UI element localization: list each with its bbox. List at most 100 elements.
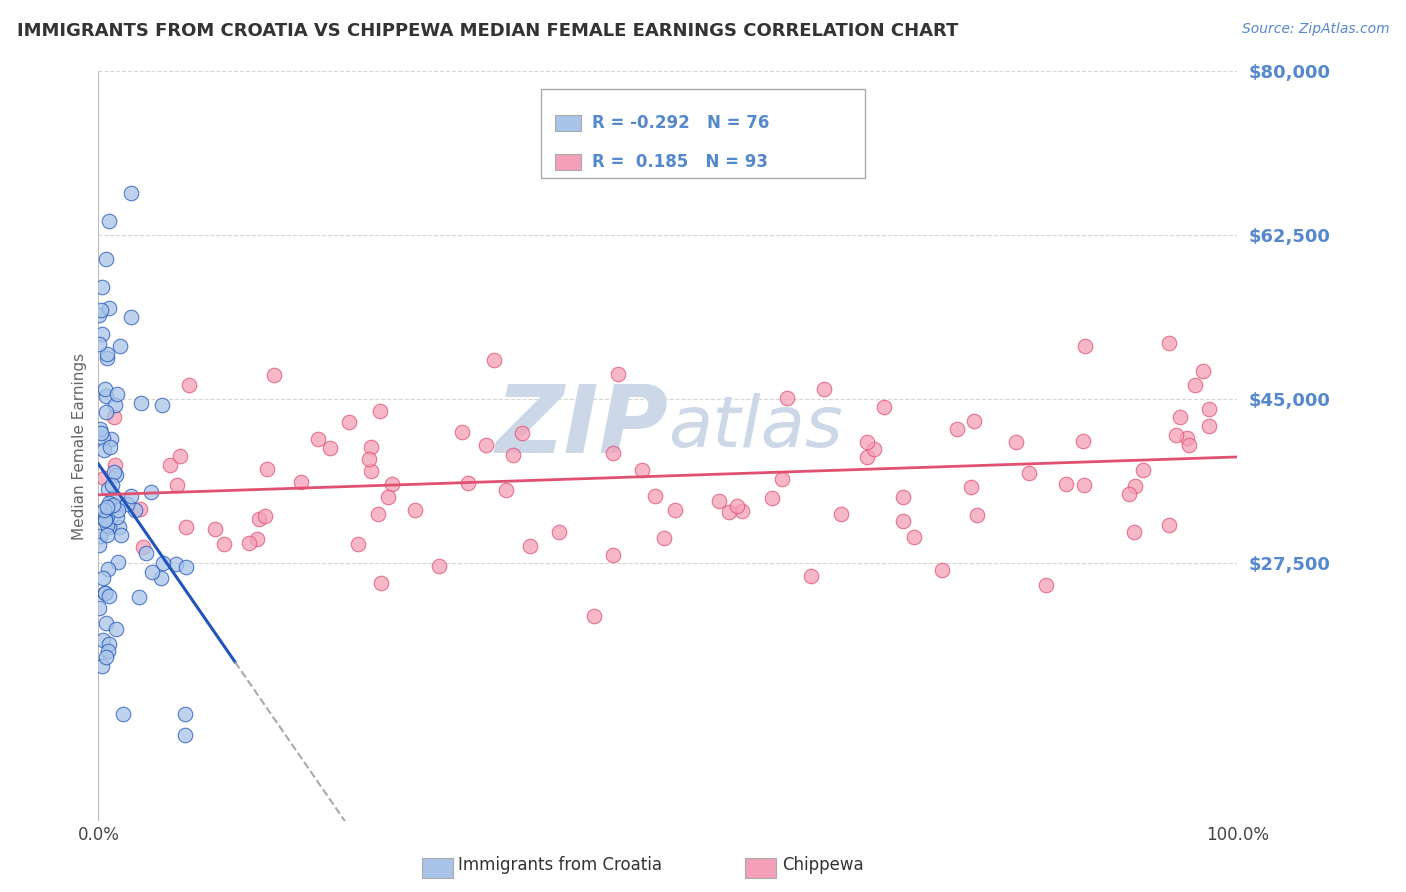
- Point: [98, 520, 121, 534]
- Point: [370, 575, 392, 590]
- Point: [165, 557, 187, 571]
- Point: [120, 186, 142, 201]
- Point: [381, 477, 404, 491]
- Point: [97, 562, 120, 576]
- Point: [813, 382, 835, 396]
- Text: atlas: atlas: [668, 392, 842, 462]
- Point: [96, 347, 118, 361]
- Text: ZIP: ZIP: [495, 381, 668, 474]
- Point: [103, 466, 125, 480]
- Point: [94, 650, 117, 665]
- Point: [1035, 578, 1057, 592]
- Point: [89, 337, 111, 351]
- Point: [238, 535, 260, 549]
- Point: [451, 425, 474, 440]
- Point: [457, 476, 479, 491]
- Text: IMMIGRANTS FROM CROATIA VS CHIPPEWA MEDIAN FEMALE EARNINGS CORRELATION CHART: IMMIGRANTS FROM CROATIA VS CHIPPEWA MEDI…: [17, 22, 959, 40]
- Point: [502, 448, 524, 462]
- Point: [108, 520, 131, 534]
- Point: [360, 441, 382, 455]
- Point: [98, 495, 121, 509]
- Point: [93, 503, 115, 517]
- Point: [519, 539, 541, 553]
- Point: [132, 540, 155, 554]
- Point: [800, 569, 823, 583]
- Point: [830, 507, 852, 521]
- Point: [547, 524, 569, 539]
- Point: [1178, 437, 1201, 451]
- Point: [91, 510, 114, 524]
- Point: [247, 512, 270, 526]
- Point: [149, 571, 172, 585]
- Point: [176, 560, 198, 574]
- Point: [607, 367, 630, 381]
- Point: [107, 503, 129, 517]
- Point: [107, 555, 129, 569]
- Point: [1018, 467, 1040, 481]
- Text: Source: ZipAtlas.com: Source: ZipAtlas.com: [1241, 22, 1389, 37]
- Point: [120, 489, 142, 503]
- Point: [93, 586, 115, 600]
- Point: [96, 508, 118, 523]
- Point: [139, 485, 162, 500]
- Point: [946, 422, 969, 436]
- Point: [1168, 409, 1191, 424]
- Point: [90, 326, 112, 341]
- Point: [761, 491, 783, 505]
- Point: [93, 470, 115, 484]
- Point: [91, 571, 114, 585]
- Point: [652, 532, 675, 546]
- Point: [1118, 486, 1140, 500]
- Point: [131, 396, 153, 410]
- Point: [98, 637, 121, 651]
- Point: [128, 590, 150, 604]
- Point: [90, 425, 112, 440]
- Point: [96, 351, 118, 365]
- Point: [120, 310, 142, 324]
- Point: [307, 432, 329, 446]
- Point: [101, 498, 124, 512]
- Point: [1157, 517, 1180, 532]
- Point: [94, 383, 117, 397]
- Point: [1073, 478, 1095, 492]
- Point: [96, 389, 118, 403]
- Point: [91, 431, 114, 445]
- Point: [855, 450, 877, 464]
- Point: [174, 728, 197, 742]
- Point: [174, 520, 197, 534]
- Point: [360, 464, 382, 478]
- Text: R = -0.292   N = 76: R = -0.292 N = 76: [592, 114, 769, 132]
- Point: [204, 522, 226, 536]
- Point: [427, 558, 450, 573]
- Point: [103, 490, 125, 504]
- Point: [1054, 477, 1077, 491]
- Point: [1074, 339, 1097, 353]
- Point: [177, 378, 200, 392]
- Point: [108, 339, 131, 353]
- Text: R =  0.185   N = 93: R = 0.185 N = 93: [592, 153, 768, 171]
- Point: [89, 538, 111, 552]
- Point: [141, 566, 163, 580]
- Point: [903, 530, 925, 544]
- Point: [664, 502, 686, 516]
- Point: [347, 537, 370, 551]
- Point: [115, 497, 138, 511]
- Point: [253, 509, 276, 524]
- Point: [89, 529, 111, 543]
- Point: [959, 479, 981, 493]
- Point: [290, 475, 312, 490]
- Point: [966, 508, 988, 522]
- Point: [97, 482, 120, 496]
- Point: [124, 502, 146, 516]
- Point: [159, 458, 181, 473]
- Point: [631, 463, 654, 477]
- Point: [87, 601, 110, 615]
- Point: [931, 563, 953, 577]
- Point: [856, 435, 879, 450]
- Point: [1123, 479, 1146, 493]
- Point: [495, 483, 517, 497]
- Point: [90, 659, 112, 673]
- Point: [1132, 463, 1154, 477]
- Point: [166, 477, 188, 491]
- Point: [93, 513, 115, 527]
